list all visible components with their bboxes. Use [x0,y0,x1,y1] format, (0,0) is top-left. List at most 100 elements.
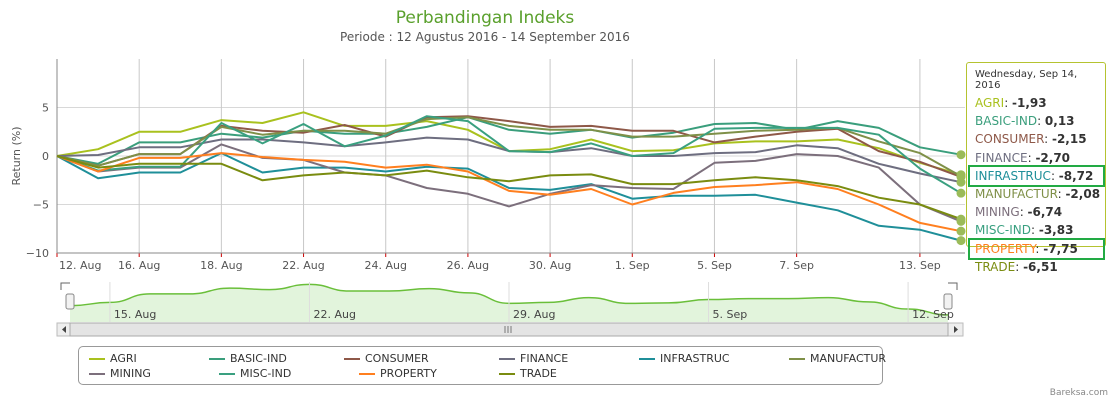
tooltip-value: -7,75 [1043,241,1078,256]
hover-marker-misc-ind [956,188,966,198]
tooltip-separator: : [1015,259,1024,274]
tooltip-value: -1,93 [1012,96,1047,110]
x-tick-label: 18. Aug [200,259,242,272]
tooltip-series-name: BASIC-IND [975,114,1038,129]
scroll-left-arrow-icon[interactable] [62,326,66,333]
x-tick-label: 7. Sep [779,259,814,272]
legend-item-finance[interactable]: FINANCE [499,352,568,365]
x-tick-label: 26. Aug [447,259,489,272]
legend-swatch [89,372,105,375]
legend-item-manufactur[interactable]: MANUFACTUR [789,352,886,365]
tooltip-row-manufactur: MANUFACTUR: -2,08 [975,185,1105,203]
tooltip-series-name: TRADE [975,259,1016,274]
legend-item-property[interactable]: PROPERTY [359,367,437,380]
tooltip-value: -3,83 [1038,223,1074,238]
x-tick-label: 30. Aug [529,259,571,272]
y-tick-label: 5 [42,102,49,115]
navigator-tick-label: 5. Sep [713,308,748,321]
legend-label: MISC-IND [240,367,292,380]
legend-item-misc-ind[interactable]: MISC-IND [219,367,291,380]
legend-item-basic-ind[interactable]: BASIC-IND [209,352,287,365]
legend-swatch [219,372,235,375]
x-tick-label: 1. Sep [615,259,650,272]
legend-swatch [359,372,375,375]
y-tick-label: −10 [26,247,49,260]
legend-label: INFRASTRUC [660,352,730,365]
scrollbar-thumb[interactable] [69,322,949,337]
chart-subtitle: Periode : 12 Agustus 2016 - 14 September… [340,30,630,44]
tooltip-separator: : [1037,114,1045,129]
legend-item-agri[interactable]: AGRI [89,352,137,365]
hover-marker-trade [956,214,966,224]
tooltip-row-mining: MINING: -6,74 [975,203,1105,221]
tooltip-series-name: MINING [975,205,1020,220]
x-tick-label: 16. Aug [118,259,160,272]
legend-swatch [499,357,515,360]
tooltip-series-name: FINANCE [975,150,1028,165]
series-line-mining [56,143,962,223]
tooltip-row-basic-ind: BASIC-IND: 0,13 [975,112,1105,130]
tooltip-separator: : [1035,241,1044,256]
scrollbar-grip-icon [504,326,512,333]
legend: AGRI BASIC-IND CONSUMER FINANCE INFRASTRUC MA… [78,346,886,385]
legend-item-infrastruc[interactable]: INFRASTRUC [639,352,730,365]
tooltip-series-name: MISC-IND [975,223,1031,238]
legend-label: PROPERTY [380,367,437,380]
y-axis-label: Return (%) [10,126,23,185]
hover-marker-basic-ind [956,150,966,160]
hover-marker-manufactur [956,171,966,181]
legend-swatch [344,357,360,360]
tooltip-date: Wednesday, Sep 14, 2016 [975,69,1078,91]
hover-marker-property [956,226,966,236]
series-line-trade [56,155,962,221]
tooltip-row-consumer: CONSUMER: -2,15 [975,130,1105,148]
scroll-right-arrow-icon[interactable] [954,326,958,333]
tooltip-separator: : [1057,186,1066,201]
tooltip-row-trade: TRADE: -6,51 [975,258,1105,276]
tooltip-value: -6,51 [1023,259,1058,274]
tooltip-separator: : [1027,150,1036,165]
legend-label: AGRI [110,352,137,365]
tooltip-series-name: AGRI [975,96,1005,110]
tooltip: Wednesday, Sep 14, 2016 AGRI: -1,93 BASIC… [966,62,1106,274]
x-tick-label: 24. Aug [364,259,406,272]
tooltip-value: 0,13 [1044,114,1075,129]
navigator-tick-label: 12. Sep [912,308,954,321]
legend-label: TRADE [520,367,557,380]
series-line-manufactur [56,116,962,178]
chart-title: Perbandingan Indeks [395,8,575,28]
legend-label: FINANCE [520,352,569,365]
tooltip-series-name: PROPERTY [975,241,1036,256]
x-tick-label: 22. Aug [282,259,324,272]
tooltip-row-infrastruc: INFRASTRUC: -8,72 [968,164,1105,187]
tooltip-row-finance: FINANCE: -2,70 [975,149,1105,167]
x-tick-label: 12. Aug [59,259,101,272]
x-tick-label: 5. Sep [697,259,732,272]
legend-label: CONSUMER [365,352,429,365]
legend-swatch [639,357,655,360]
tooltip-value: -6,74 [1027,205,1063,220]
legend-label: MINING [110,367,151,380]
tooltip-value: -2,70 [1035,150,1071,165]
legend-label: MANUFACTUR [810,352,887,365]
navigator-handle-right[interactable] [943,293,953,310]
legend-label: BASIC-IND [230,352,287,365]
series-line-misc-ind [56,115,962,195]
tooltip-row-agri: AGRI: -1,93 [975,94,1105,112]
navigator-tick-label: 22. Aug [313,308,355,321]
legend-item-consumer[interactable]: CONSUMER [344,352,429,365]
tooltip-series-name: INFRASTRUC [975,168,1051,183]
legend-item-mining[interactable]: MINING [89,367,151,380]
credit-link[interactable]: Bareksa.com [1049,388,1108,398]
tooltip-series-name: MANUFACTUR [975,186,1058,201]
legend-swatch [209,357,225,360]
tooltip-row-property: PROPERTY: -7,75 [968,237,1105,260]
x-tick-label: 13. Sep [899,259,941,272]
tooltip-value: -8,72 [1058,168,1094,183]
navigator-tick-label: 29. Aug [513,308,555,321]
tooltip-separator: : [1050,168,1059,183]
navigator-handle-left[interactable] [65,293,75,310]
legend-item-trade[interactable]: TRADE [499,367,557,380]
